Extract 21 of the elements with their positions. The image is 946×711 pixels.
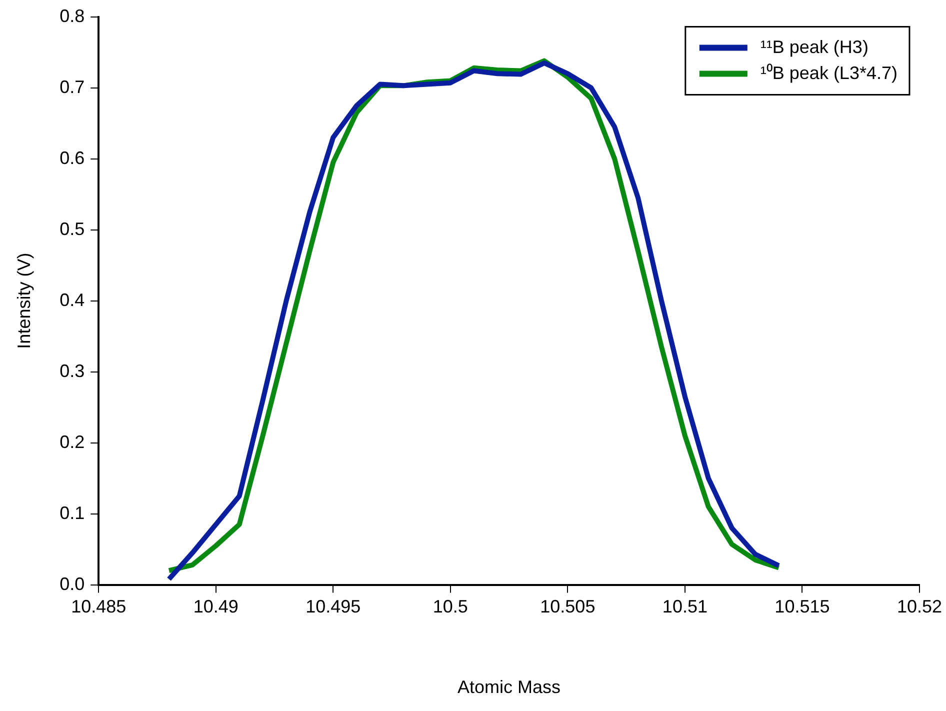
x-tick-label: 10.5 xyxy=(432,596,468,617)
x-tick-label: 10.52 xyxy=(896,596,942,617)
x-tick-label: 10.505 xyxy=(540,596,596,617)
x-axis-title: Atomic Mass xyxy=(458,677,561,698)
y-axis-title: Intensity (V) xyxy=(14,252,34,349)
x-tick-label: 10.495 xyxy=(306,596,361,617)
y-tick-label: 0.5 xyxy=(60,218,85,239)
x-tick-label: 10.485 xyxy=(71,596,126,617)
y-tick-label: 0.2 xyxy=(60,432,85,452)
x-tick-label: 10.51 xyxy=(662,596,708,617)
y-tick-label: 0.4 xyxy=(60,290,85,310)
y-tick-label: 0.7 xyxy=(60,76,85,97)
y-tick-label: 0.3 xyxy=(60,360,85,381)
x-tick-label: 10.49 xyxy=(193,596,238,617)
y-tick-label: 0.1 xyxy=(60,502,85,523)
legend-label: ¹¹B peak (H3) xyxy=(760,36,868,57)
x-tick-label: 10.515 xyxy=(774,596,830,617)
y-tick-label: 0.6 xyxy=(60,148,85,168)
legend-label: ¹⁰B peak (L3*4.7) xyxy=(760,62,898,83)
y-tick-label: 0.8 xyxy=(60,6,85,26)
y-tick-label: 0.0 xyxy=(60,574,85,594)
